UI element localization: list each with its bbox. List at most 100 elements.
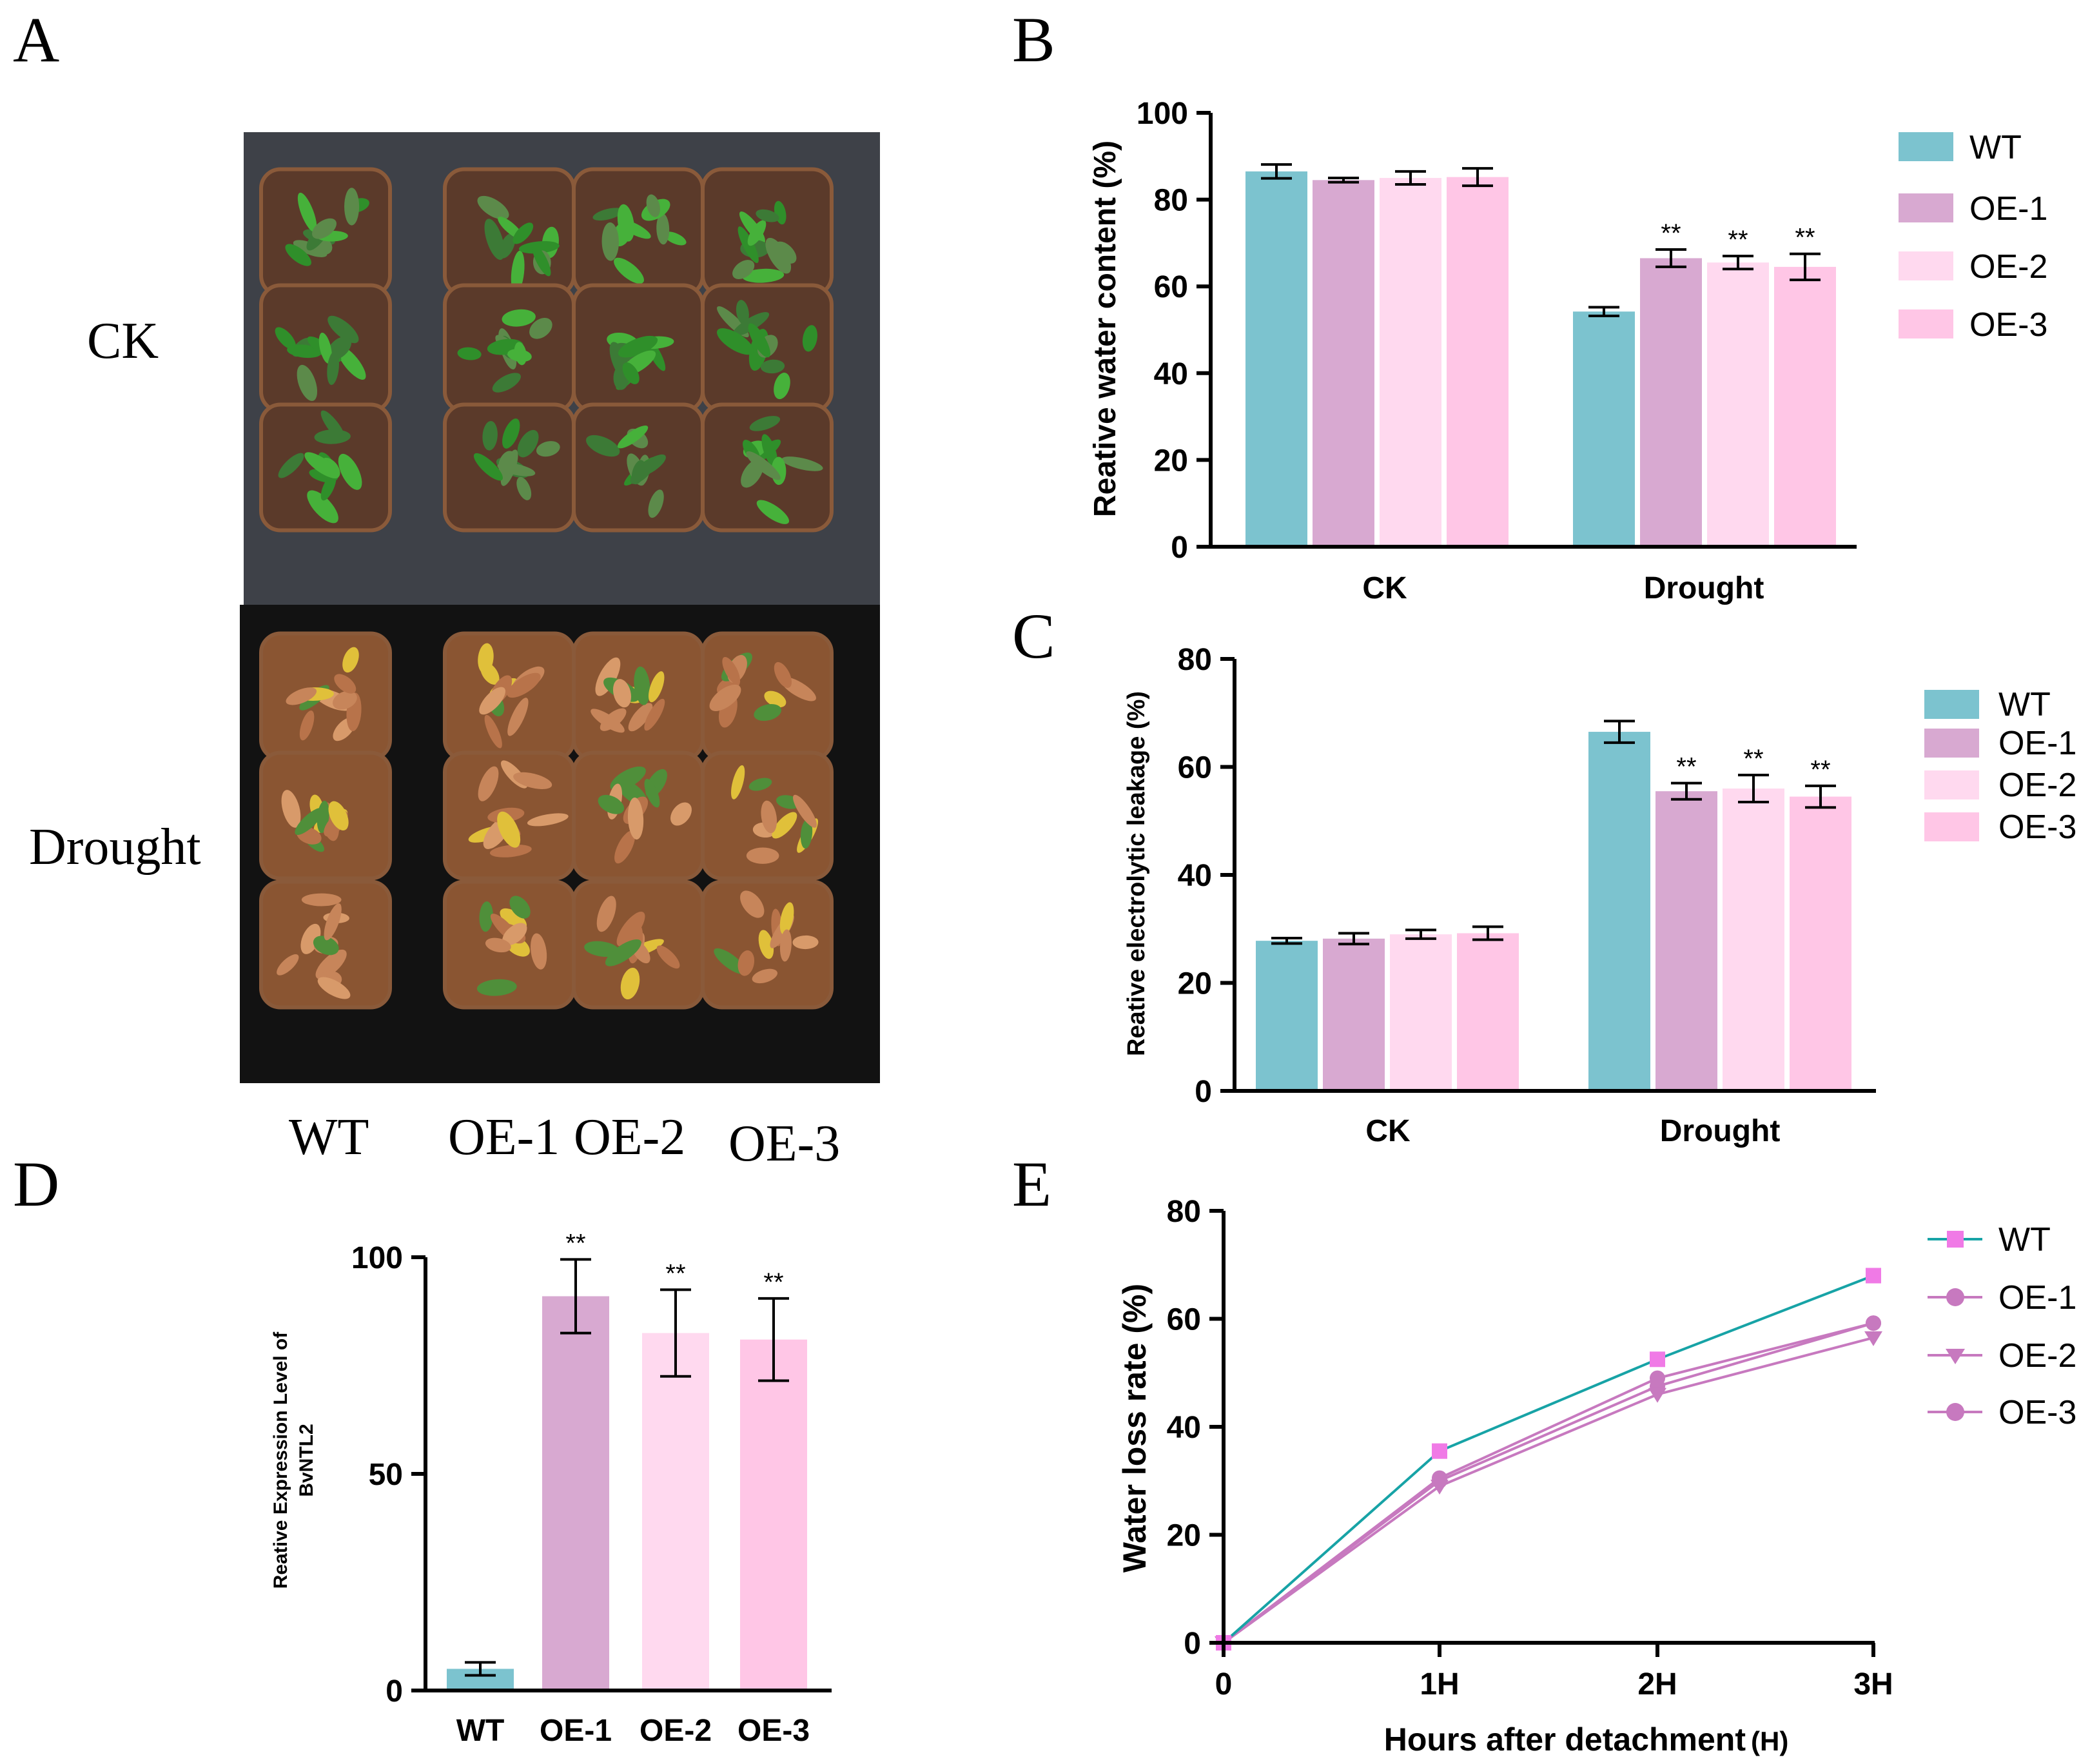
chart-b-marks: ** ** **: [1245, 163, 1836, 547]
drought-pot-r2-c3-leaf-10: [627, 798, 644, 840]
chart-d-y-ticks: 0 50 100: [351, 1241, 425, 1709]
chart-e-legend-label-oe3: OE-3: [1998, 1394, 2076, 1431]
chart-c-y-tick-label-20: 20: [1178, 967, 1212, 1001]
ck-pot-r1-c1-leaf-7: [297, 192, 317, 232]
ck-pot-r1-c3-leaf-2: [664, 231, 687, 246]
ck-pot-r2-c2-leaf-9: [507, 349, 532, 362]
ck-pot-r3-c3-leaf-2: [648, 489, 664, 518]
chart-c-legend-swatch-oe2: [1924, 770, 1979, 799]
chart-e-marks: [1215, 1268, 1882, 1651]
photo-row-label-drought: Drought: [29, 819, 201, 876]
drought-pot-r2-c2-leaf-9: [527, 813, 569, 827]
chart-d-bar-oe-1-significance: **: [565, 1229, 585, 1257]
ck-pot-r2-c3-leaf-7: [618, 335, 658, 358]
drought-pot-r1-c1-leaf-9: [334, 674, 356, 694]
chart-d-y-axis-label-line1: Reative Expression Level of: [270, 1331, 291, 1589]
chart-c-bar-oe-3-ck: [1457, 933, 1519, 1091]
chart-c-bar-wt-ck: [1256, 941, 1318, 1091]
chart-e-x-axis-unit: (H): [1751, 1726, 1788, 1756]
ck-pot-r1-c4-leaf-6: [737, 226, 759, 263]
chart-b-x-tick-drought: Drought: [1644, 571, 1764, 605]
chart-b-legend-swatch-oe1: [1899, 193, 1953, 222]
chart-e-point-oe-1-1h: [1432, 1470, 1447, 1486]
chart-b-y-tick-label-40: 40: [1154, 357, 1188, 391]
chart-c-legend: WT OE-1 OE-2 OE-3: [1924, 686, 2076, 846]
drought-pot-r3-c4-leaf-1: [758, 930, 774, 959]
drought-pot-r3-c4-leaf-3: [740, 890, 765, 918]
ck-pot-r3-c3-leaf-9: [631, 460, 645, 485]
ck-pot-r3-c1-leaf-4: [314, 429, 351, 444]
ck-pot-r1-c3-leaf-9: [646, 194, 660, 217]
chart-c-legend-swatch-wt: [1924, 690, 1979, 719]
chart-e-x-tick-label-1h: 1H: [1420, 1667, 1459, 1701]
drought-pot-r3-c1-leaf-3: [315, 949, 347, 979]
panel-label-c: C: [1012, 600, 1055, 672]
pots-drought-group: [259, 631, 834, 1010]
chart-e-legend-marker-wt: [1947, 1231, 1964, 1248]
drought-pot-r3-c3-leaf-4: [596, 896, 616, 932]
chart-e-point-wt-2h: [1650, 1351, 1665, 1367]
chart-b-legend-label-oe2: OE-2: [1969, 248, 2047, 286]
ck-pot-r3-c1-leaf-10: [304, 452, 339, 478]
chart-c-legend-label-oe1: OE-1: [1998, 725, 2076, 762]
panel-label-d: D: [13, 1148, 59, 1220]
ck-pot-r2-c1-leaf-6: [297, 364, 318, 401]
ck-pot-r1-c4-leaf-1: [742, 268, 785, 283]
drought-pot-r1-c3-leaf-6: [648, 671, 665, 703]
chart-b: ** ** ** 0 20 40 60 80 100 CK Drought Reative w…: [1088, 97, 2047, 605]
chart-c-bar-oe-1-ck: [1323, 938, 1385, 1091]
chart-b-y-tick-label-20: 20: [1154, 444, 1188, 478]
drought-pot-r3-c1-leaf-8: [277, 954, 299, 975]
drought-pot-r3-c2-leaf-7: [502, 923, 527, 946]
chart-b-legend-label-oe1: OE-1: [1969, 190, 2047, 228]
drought-pot-r1-c3-leaf-9: [612, 679, 632, 708]
ck-pot-r1-c2-leaf-2: [511, 250, 525, 294]
panel-label-b: B: [1012, 4, 1055, 75]
chart-d-bar-oe-2-significance: **: [665, 1259, 685, 1288]
drought-pot-r1-c1-leaf-1: [342, 647, 359, 673]
drought-pot-r2-c3-leaf-5: [614, 830, 636, 864]
drought-pot-r3-c2-leaf-8: [485, 937, 511, 953]
drought-pot-r3-c4-leaf-7: [752, 968, 778, 984]
chart-e-point-wt-3h: [1866, 1268, 1881, 1284]
ck-pot-r3-c3-leaf-7: [586, 435, 620, 457]
drought-pot-r1-c2-leaf-8: [507, 672, 541, 698]
photo-col-label-wt: WT: [289, 1109, 369, 1166]
panel-label-a: A: [13, 4, 59, 75]
chart-c-y-axis-label: Reative electrolytic leakage (%): [1123, 691, 1150, 1056]
drought-pot-r2-c2-leaf-8: [478, 766, 499, 801]
drought-pot-r3-c1-leaf-7: [317, 977, 351, 999]
drought-pot-r2-c4-leaf-3: [772, 812, 797, 839]
ck-pot-r2-c4-leaf-10: [748, 323, 770, 358]
drought-pot-r2-c3-leaf-9: [670, 802, 692, 826]
chart-b-bar-oe-1-drought: [1640, 258, 1702, 547]
drought-pot-r1-c3-leaf-3: [628, 703, 653, 732]
drought-pot-r2-c4-leaf-9: [746, 847, 779, 864]
drought-pot-r2-c3-leaf-8: [644, 779, 660, 808]
drought-pot-r3-c1-leaf-9: [313, 936, 339, 956]
chart-e-x-ticks: 0 1H 2H 3H: [1215, 1643, 1893, 1701]
chart-d-x-tick-wt: WT: [456, 1714, 505, 1748]
chart-b-bar-oe-3-ck: [1447, 177, 1509, 547]
chart-b-legend-swatch-wt: [1899, 132, 1953, 161]
ck-pot-r1-c3-leaf-7: [592, 208, 623, 221]
chart-c-y-tick-label-80: 80: [1178, 643, 1212, 677]
ck-pot-r3-c4-leaf-5: [781, 456, 823, 471]
chart-d-x-tick-oe1: OE-1: [540, 1714, 612, 1748]
ck-pot-r2-c4-leaf-5: [802, 325, 817, 352]
chart-e-point-oe-2-3h: [1864, 1331, 1882, 1346]
drought-pot-r3-c1-leaf-2: [301, 893, 342, 906]
chart-c-bar-oe-3-drought: [1790, 796, 1851, 1091]
chart-b-y-tick-label-80: 80: [1154, 184, 1188, 218]
chart-d-y-tick-label-0: 0: [386, 1674, 403, 1709]
drought-pot-r1-c4-leaf-8: [774, 662, 792, 688]
drought-pot-r1-c1-leaf-7: [333, 691, 357, 710]
ck-pot-r1-c3-leaf-3: [656, 213, 670, 245]
chart-b-legend-label-oe3: OE-3: [1969, 306, 2047, 344]
ck-pot-r1-c1-leaf-9: [312, 218, 337, 239]
chart-e-y-tick-label-0: 0: [1184, 1627, 1201, 1661]
chart-c-legend-label-wt: WT: [1998, 686, 2051, 723]
chart-c-bar-wt-drought: [1588, 732, 1650, 1091]
chart-c-legend-label-oe2: OE-2: [1998, 767, 2076, 804]
chart-b-legend-label-wt: WT: [1969, 129, 2022, 166]
